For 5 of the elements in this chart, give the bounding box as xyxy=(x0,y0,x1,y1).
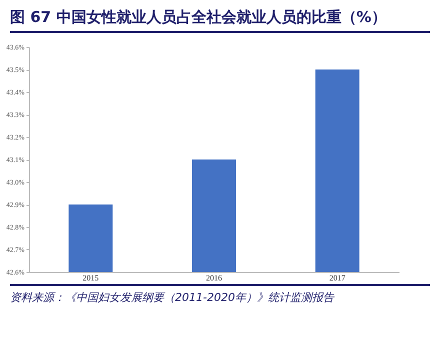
x-tick-label: 2017 xyxy=(329,274,346,282)
x-tick-label: 2015 xyxy=(82,274,99,282)
chart-title: 图 67 中国女性就业人员占全社会就业人员的比重（%） xyxy=(10,8,430,33)
x-tick-label: 2016 xyxy=(206,274,222,282)
text: 资料来源：《中国妇女发展纲要（2011-2020年）》统计监测报告 xyxy=(10,284,430,305)
